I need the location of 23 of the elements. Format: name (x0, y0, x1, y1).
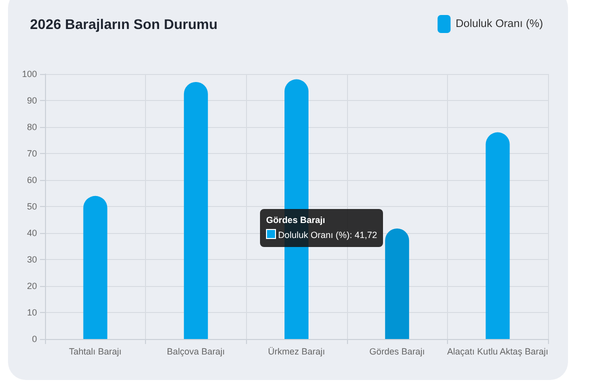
y-tick-label: 80 (26, 122, 37, 132)
y-tick-label: 10 (26, 308, 37, 318)
y-tick-label: 90 (26, 96, 37, 106)
chart-title: 2026 Barajların Son Durumu (30, 16, 218, 32)
y-tick-label: 50 (26, 202, 37, 212)
x-tick-label: Alaçatı Kutlu Aktaş Barajı (447, 346, 548, 356)
bar (486, 132, 510, 339)
y-tick-label: 100 (22, 69, 37, 79)
x-tick-label: Ürkmez Barajı (268, 346, 326, 356)
bar (83, 196, 108, 339)
x-tick-label: Gördes Barajı (369, 346, 425, 356)
y-tick-label: 40 (26, 228, 37, 238)
bar (184, 82, 208, 339)
legend-label: Doluluk Oranı (%) (456, 18, 544, 30)
annotation: Gördes Barajı Doluluk Oranı (%): 41,72 (266, 214, 378, 242)
y-tick-label: 30 (26, 254, 37, 264)
bar (385, 228, 410, 339)
y-tick-label: 60 (26, 175, 37, 185)
x-tick-label: Balçova Barajı (166, 346, 225, 356)
x-tick-label: Tahtalı Barajı (69, 346, 122, 356)
y-tick-label: 70 (26, 148, 37, 158)
y-tick-label: 0 (32, 334, 37, 344)
y-tick-label: 20 (26, 281, 37, 291)
